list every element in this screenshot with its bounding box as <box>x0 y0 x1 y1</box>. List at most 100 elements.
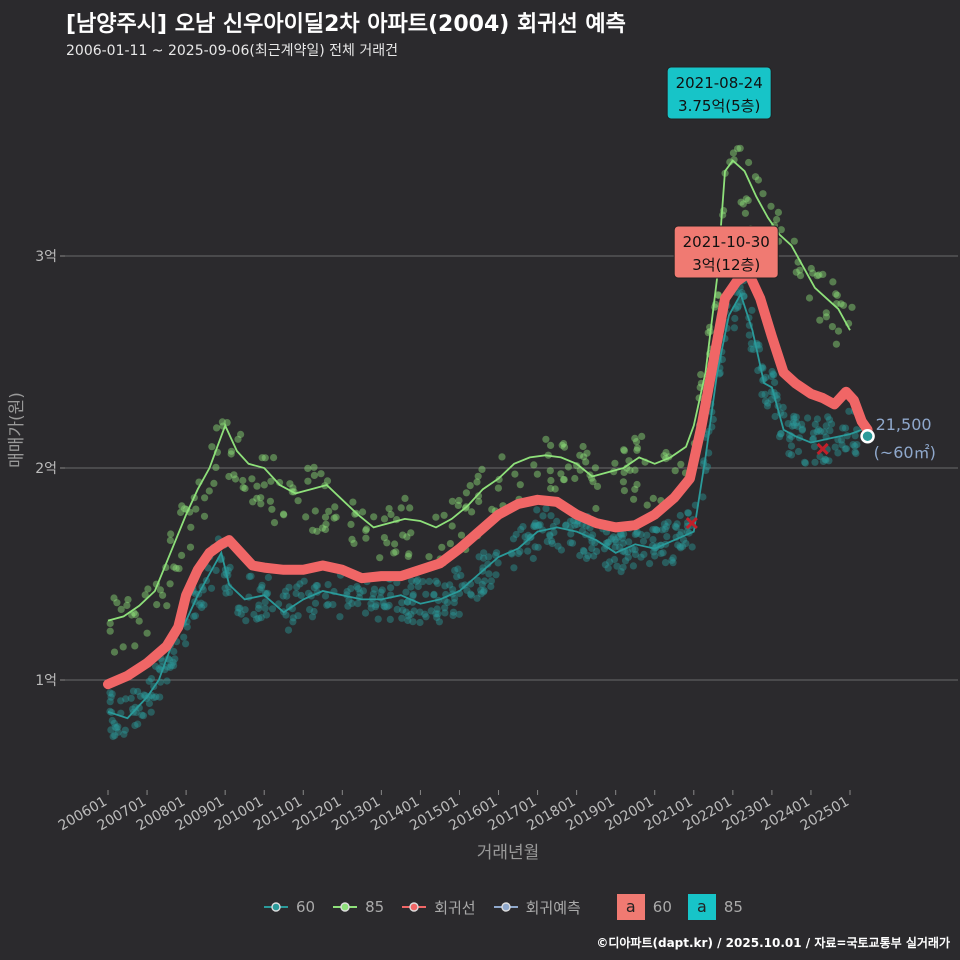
scatter-point-60 <box>255 614 263 622</box>
scatter-point-60 <box>849 441 857 449</box>
scatter-point-60 <box>492 571 500 579</box>
scatter-point-60 <box>613 562 621 570</box>
scatter-point-85 <box>736 144 744 152</box>
scatter-point-85 <box>276 478 284 487</box>
scatter-point-85 <box>390 549 398 557</box>
scatter-point-60 <box>764 399 772 407</box>
scatter-point-60 <box>571 521 579 529</box>
scatter-point-60 <box>268 605 277 613</box>
scatter-point-60 <box>816 427 824 435</box>
scatter-point-60 <box>616 543 624 552</box>
scatter-point-85 <box>192 505 200 513</box>
scatter-point-60 <box>207 584 216 592</box>
scatter-point-60 <box>671 522 679 531</box>
scatter-point-60 <box>677 544 685 552</box>
regression-line <box>103 268 873 690</box>
scatter-point-85 <box>270 454 278 462</box>
scatter-point-60 <box>674 541 682 549</box>
scatter-point-85 <box>362 526 370 535</box>
scatter-point-60 <box>310 584 318 592</box>
scatter-point-60 <box>579 546 588 555</box>
scatter-point-60 <box>629 562 638 570</box>
scatter-point-60 <box>166 663 174 672</box>
scatter-point-60 <box>425 577 433 586</box>
x-axis-label: 거래년월 <box>477 843 540 863</box>
scatter-point-85 <box>405 550 413 558</box>
scatter-point-85 <box>560 440 568 448</box>
scatter-point-85 <box>626 466 634 474</box>
scatter-point-85 <box>714 291 722 299</box>
scatter-point-85 <box>391 540 399 548</box>
scatter-point-60 <box>811 420 819 428</box>
scatter-point-60 <box>449 611 457 620</box>
scatter-point-60 <box>777 430 785 438</box>
scatter-point-85 <box>796 266 804 274</box>
scatter-point-60 <box>421 610 429 618</box>
scatter-point-85 <box>773 215 781 224</box>
scatter-point-60 <box>841 424 850 432</box>
scatter-point-85 <box>839 301 848 309</box>
scatter-point-60 <box>257 614 265 622</box>
scatter-point-85 <box>330 514 338 522</box>
scatter-point-60 <box>593 547 601 556</box>
scatter-point-60 <box>792 413 800 421</box>
scatter-point-60 <box>369 590 378 598</box>
scatter-point-60 <box>747 340 756 348</box>
scatter-point-85 <box>166 536 174 545</box>
scatter-point-60 <box>407 610 415 619</box>
scatter-point-60 <box>664 518 672 526</box>
scatter-point-85 <box>475 497 483 506</box>
scatter-point-60 <box>139 712 147 720</box>
scatter-point-60 <box>300 577 308 585</box>
scatter-point-85 <box>268 505 276 513</box>
scatter-point-60 <box>580 547 588 556</box>
scatter-point-60 <box>566 539 575 547</box>
scatter-point-60 <box>279 592 287 600</box>
scatter-point-60 <box>191 612 199 620</box>
forecast-endpoint <box>860 428 875 444</box>
legend-item-60: 60 <box>262 898 315 916</box>
scatter-point-60 <box>517 525 525 534</box>
y-tick-label: 1억 <box>35 673 57 689</box>
scatter-point-60 <box>734 303 742 311</box>
scatter-point-60 <box>651 552 659 560</box>
scatter-point-60 <box>198 603 206 612</box>
scatter-point-60 <box>113 724 121 732</box>
scatter-point-60 <box>604 538 612 547</box>
scatter-point-60 <box>628 545 637 553</box>
scatter-point-60 <box>226 563 234 572</box>
scatter-point-60 <box>410 607 418 615</box>
scatter-point-60 <box>763 402 772 410</box>
scatter-point-60 <box>618 534 626 542</box>
scatter-point-85 <box>809 269 817 277</box>
scatter-point-85 <box>741 209 750 217</box>
scatter-point-85 <box>257 500 265 508</box>
scatter-point-85 <box>557 470 565 478</box>
scatter-point-85 <box>234 435 242 443</box>
scatter-point-60 <box>493 549 501 557</box>
scatter-point-85 <box>638 432 646 440</box>
scatter-point-85 <box>833 291 841 299</box>
scatter-point-85 <box>253 482 261 490</box>
scatter-point-60 <box>253 615 261 623</box>
scatter-point-85 <box>462 489 470 497</box>
scatter-point-60 <box>646 560 654 568</box>
scatter-point-60 <box>776 433 784 441</box>
scatter-point-85 <box>201 494 209 502</box>
scatter-point-60 <box>292 589 300 598</box>
scatter-point-60 <box>758 390 766 399</box>
scatter-point-60 <box>343 588 351 596</box>
scatter-point-85 <box>392 548 400 556</box>
scatter-point-60 <box>662 522 671 531</box>
scatter-point-85 <box>813 272 821 280</box>
scatter-point-85 <box>309 526 317 534</box>
scatter-point-60 <box>851 442 859 450</box>
scatter-point-60 <box>631 550 640 559</box>
scatter-point-60 <box>661 559 670 567</box>
scatter-point-85 <box>124 596 132 604</box>
scatter-point-60 <box>747 345 755 353</box>
scatter-point-85 <box>455 496 463 505</box>
scatter-point-60 <box>673 520 681 528</box>
scatter-point-85 <box>318 524 326 532</box>
scatter-point-60 <box>619 539 627 547</box>
